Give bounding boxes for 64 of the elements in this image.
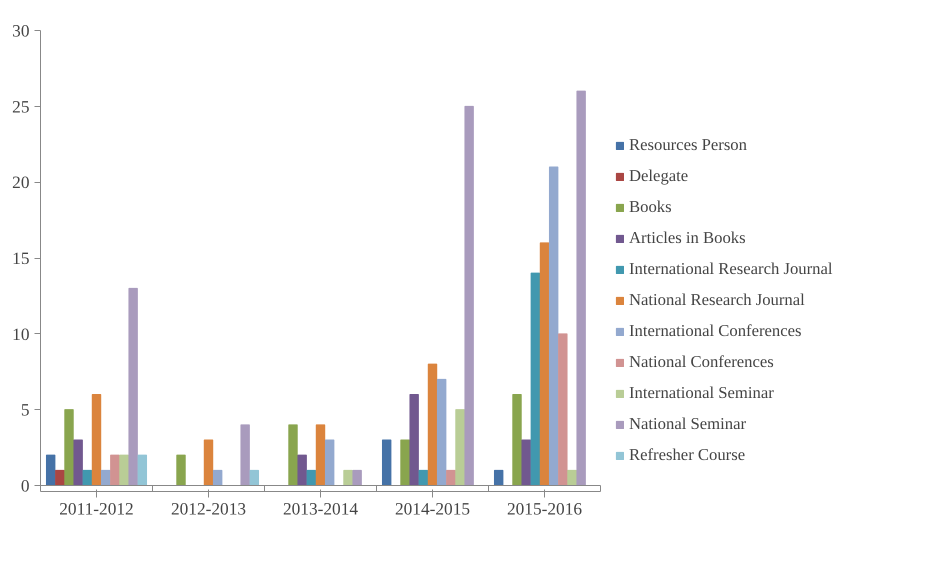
y-tick-label: 25 <box>12 97 30 116</box>
bar <box>567 470 577 486</box>
legend-label: International Seminar <box>629 383 774 403</box>
bar <box>100 470 110 486</box>
bar <box>400 440 410 486</box>
y-tick-label: 0 <box>20 476 30 496</box>
bar <box>82 470 92 486</box>
bar <box>250 470 260 486</box>
bar <box>64 409 74 486</box>
legend-label: Resources Person <box>629 135 747 155</box>
bar <box>46 454 56 486</box>
bar <box>530 272 540 486</box>
bar <box>540 242 550 486</box>
bar <box>464 106 474 486</box>
x-tick-label: 2014-2015 <box>394 500 470 518</box>
bar <box>521 440 531 486</box>
bar <box>92 394 102 486</box>
bar <box>204 440 214 486</box>
bar <box>306 470 316 486</box>
bar <box>428 364 438 486</box>
legend-label: National Conferences <box>629 352 774 372</box>
legend-label: Articles in Books <box>629 228 746 248</box>
bar <box>316 424 326 486</box>
bar <box>110 454 120 486</box>
bar <box>548 166 558 486</box>
legend-label: Delegate <box>629 166 688 186</box>
legend-label: International Research Journal <box>629 259 832 279</box>
bar <box>455 409 465 486</box>
bar <box>382 440 392 486</box>
x-tick-label: 2015-2016 <box>506 500 582 518</box>
bar <box>324 440 334 486</box>
bar <box>73 440 83 486</box>
bar <box>343 470 353 486</box>
y-tick-label: 15 <box>12 249 30 268</box>
y-tick-label: 10 <box>12 324 30 344</box>
x-tick-label: 2011-2012 <box>59 500 134 518</box>
bar <box>352 470 362 486</box>
bar <box>297 454 307 486</box>
bar <box>240 424 250 486</box>
bar <box>418 470 428 486</box>
bar <box>409 394 419 486</box>
bar <box>212 470 222 486</box>
bar <box>576 90 586 486</box>
legend-label: National Seminar <box>629 414 746 434</box>
x-tick-label: 2013-2014 <box>282 500 358 518</box>
bar <box>436 378 446 486</box>
legend-label: Refresher Course <box>629 445 746 465</box>
x-tick-label: 2012-2013 <box>170 500 246 518</box>
legend-label: International Conferences <box>629 321 802 341</box>
bar <box>558 333 568 486</box>
y-tick-label: 20 <box>12 173 30 192</box>
bar <box>128 288 138 486</box>
bar <box>512 394 522 486</box>
bar <box>55 470 65 486</box>
bar <box>288 424 298 486</box>
legend-label: Books <box>629 197 672 217</box>
bar <box>176 454 186 486</box>
bar <box>446 470 456 486</box>
bar <box>138 454 148 486</box>
y-tick-label: 5 <box>20 400 30 420</box>
y-tick-label: 30 <box>12 22 30 40</box>
bar <box>494 470 504 486</box>
bar <box>119 454 129 486</box>
legend-label: National Research Journal <box>629 290 805 310</box>
